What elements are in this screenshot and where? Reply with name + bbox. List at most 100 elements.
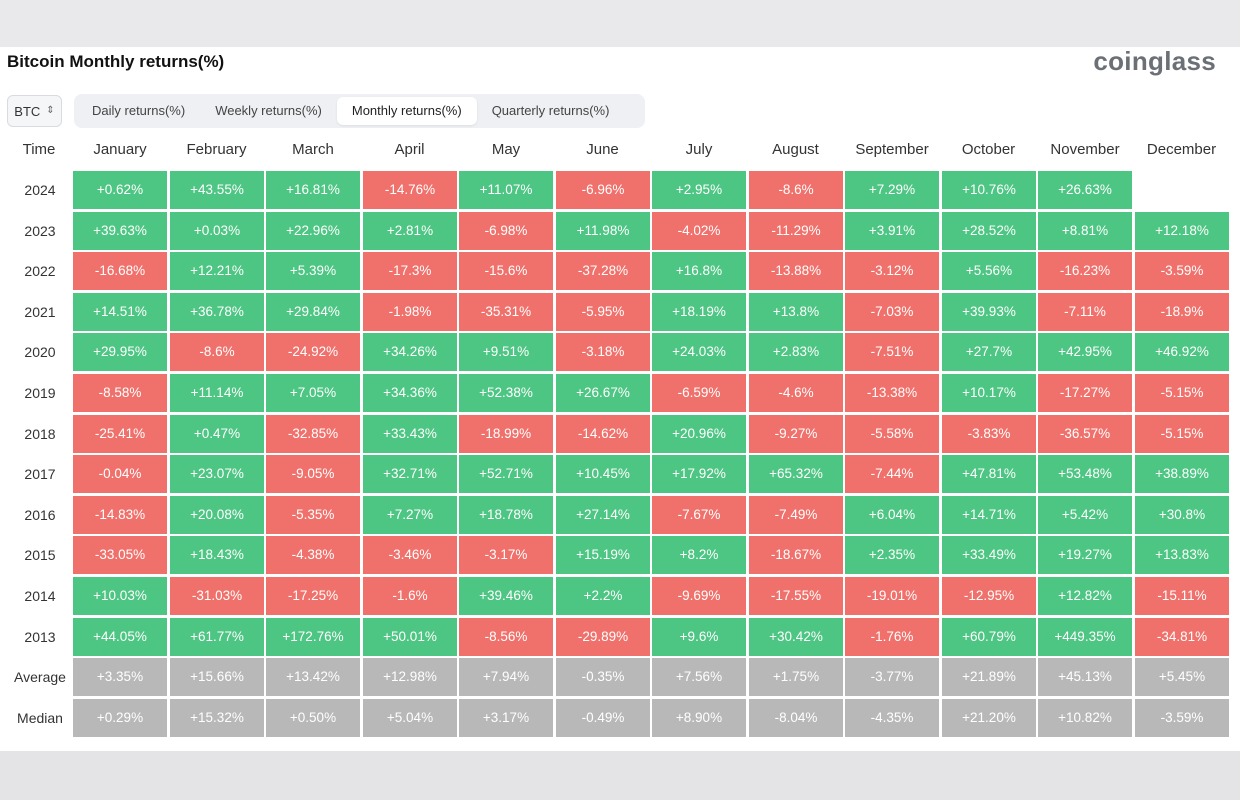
return-cell: +20.96% bbox=[652, 415, 746, 453]
return-cell: +39.93% bbox=[942, 293, 1036, 331]
return-cell: -15.11% bbox=[1135, 577, 1229, 615]
return-cell: -7.44% bbox=[845, 455, 939, 493]
asset-select-value: BTC bbox=[14, 103, 41, 119]
return-cell: +7.56% bbox=[652, 658, 746, 696]
return-cell: +27.7% bbox=[942, 333, 1036, 371]
return-cell: -14.76% bbox=[363, 171, 457, 209]
return-cell: +23.07% bbox=[170, 455, 264, 493]
row-label-2015: 2015 bbox=[24, 547, 56, 563]
column-header-november: November bbox=[1050, 141, 1120, 158]
row-label-2014: 2014 bbox=[24, 588, 56, 604]
return-cell: +42.95% bbox=[1038, 333, 1132, 371]
return-cell: +7.29% bbox=[845, 171, 939, 209]
return-cell: +8.90% bbox=[652, 699, 746, 737]
return-cell: +27.14% bbox=[556, 496, 650, 534]
return-cell: -17.3% bbox=[363, 252, 457, 290]
return-cell: +0.03% bbox=[170, 212, 264, 250]
return-cell: -9.05% bbox=[266, 455, 360, 493]
return-cell: +13.8% bbox=[749, 293, 843, 331]
return-cell: -13.38% bbox=[845, 374, 939, 412]
return-cell: +65.32% bbox=[749, 455, 843, 493]
return-cell: +3.35% bbox=[73, 658, 167, 696]
asset-select[interactable]: BTC ⇕ bbox=[7, 95, 62, 127]
return-cell: +52.38% bbox=[459, 374, 553, 412]
return-cell: -3.77% bbox=[845, 658, 939, 696]
return-cell: +7.27% bbox=[363, 496, 457, 534]
row-label-median: Median bbox=[17, 710, 63, 726]
return-cell: +5.39% bbox=[266, 252, 360, 290]
return-cell: -7.03% bbox=[845, 293, 939, 331]
return-cell: +3.17% bbox=[459, 699, 553, 737]
return-cell: +21.89% bbox=[942, 658, 1036, 696]
return-cell: -16.68% bbox=[73, 252, 167, 290]
return-cell: -18.99% bbox=[459, 415, 553, 453]
return-cell: +12.21% bbox=[170, 252, 264, 290]
return-cell: -5.58% bbox=[845, 415, 939, 453]
return-cell: +0.29% bbox=[73, 699, 167, 737]
return-cell: +20.08% bbox=[170, 496, 264, 534]
return-cell: +15.66% bbox=[170, 658, 264, 696]
return-cell: -1.6% bbox=[363, 577, 457, 615]
tab-monthly-returns[interactable]: Monthly returns(%) bbox=[336, 97, 477, 125]
return-cell: +9.6% bbox=[652, 618, 746, 656]
return-cell: +5.45% bbox=[1135, 658, 1229, 696]
column-header-august: August bbox=[772, 141, 819, 158]
return-cell: +44.05% bbox=[73, 618, 167, 656]
return-cell: -25.41% bbox=[73, 415, 167, 453]
return-cell: +32.71% bbox=[363, 455, 457, 493]
return-cell: +8.81% bbox=[1038, 212, 1132, 250]
return-cell: +0.62% bbox=[73, 171, 167, 209]
tab-weekly-returns[interactable]: Weekly returns(%) bbox=[215, 103, 322, 118]
return-cell: -8.56% bbox=[459, 618, 553, 656]
row-label-average: Average bbox=[14, 669, 66, 685]
return-cell: -14.83% bbox=[73, 496, 167, 534]
return-cell: -36.57% bbox=[1038, 415, 1132, 453]
return-cell: +7.94% bbox=[459, 658, 553, 696]
return-cell: -0.49% bbox=[556, 699, 650, 737]
column-header-january: January bbox=[93, 141, 147, 158]
return-cell: -35.31% bbox=[459, 293, 553, 331]
return-cell: -4.6% bbox=[749, 374, 843, 412]
return-cell: +16.8% bbox=[652, 252, 746, 290]
return-cell: -8.04% bbox=[749, 699, 843, 737]
return-cell: -17.55% bbox=[749, 577, 843, 615]
return-cell: -6.96% bbox=[556, 171, 650, 209]
return-cell: +21.20% bbox=[942, 699, 1036, 737]
return-cell: -4.02% bbox=[652, 212, 746, 250]
return-cell: +30.42% bbox=[749, 618, 843, 656]
row-label-2013: 2013 bbox=[24, 629, 56, 645]
return-cell: -19.01% bbox=[845, 577, 939, 615]
return-cell: +5.56% bbox=[942, 252, 1036, 290]
return-cell: -3.59% bbox=[1135, 252, 1229, 290]
column-header-february: February bbox=[186, 141, 247, 158]
return-cell: -7.51% bbox=[845, 333, 939, 371]
return-cell: -18.9% bbox=[1135, 293, 1229, 331]
row-label-2017: 2017 bbox=[24, 466, 56, 482]
return-cell: -13.88% bbox=[749, 252, 843, 290]
return-cell: +34.26% bbox=[363, 333, 457, 371]
tab-daily-returns[interactable]: Daily returns(%) bbox=[92, 103, 186, 118]
return-cell: +33.49% bbox=[942, 536, 1036, 574]
row-label-2022: 2022 bbox=[24, 263, 56, 279]
return-cell: +9.51% bbox=[459, 333, 553, 371]
return-cell: +7.05% bbox=[266, 374, 360, 412]
return-cell: -3.12% bbox=[845, 252, 939, 290]
return-cell: +36.78% bbox=[170, 293, 264, 331]
return-cell: +13.42% bbox=[266, 658, 360, 696]
return-cell: +5.42% bbox=[1038, 496, 1132, 534]
return-cell: +1.75% bbox=[749, 658, 843, 696]
return-cell: +26.63% bbox=[1038, 171, 1132, 209]
return-cell: +2.83% bbox=[749, 333, 843, 371]
return-cell: -1.98% bbox=[363, 293, 457, 331]
return-cell: -5.15% bbox=[1135, 415, 1229, 453]
return-cell: -17.25% bbox=[266, 577, 360, 615]
bottom-backdrop bbox=[0, 751, 1240, 800]
return-cell: +43.55% bbox=[170, 171, 264, 209]
return-cell: +10.45% bbox=[556, 455, 650, 493]
return-cell: +52.71% bbox=[459, 455, 553, 493]
coinglass-logo[interactable]: coinglass bbox=[1093, 46, 1216, 76]
row-label-2020: 2020 bbox=[24, 344, 56, 360]
return-cell: -14.62% bbox=[556, 415, 650, 453]
tab-quarterly-returns[interactable]: Quarterly returns(%) bbox=[491, 103, 610, 118]
return-cell: -7.67% bbox=[652, 496, 746, 534]
